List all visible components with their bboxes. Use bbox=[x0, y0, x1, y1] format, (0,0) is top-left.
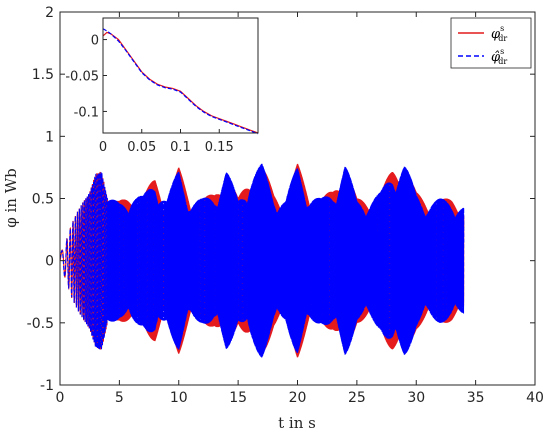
y-tick-label: 0 bbox=[45, 254, 54, 270]
x-tick-label: 5 bbox=[115, 390, 124, 406]
inset-y-tick-label: -0.1 bbox=[74, 105, 99, 120]
y-tick-label: -1 bbox=[40, 378, 54, 394]
legend-label-measured-sup: s bbox=[500, 24, 504, 33]
x-tick-label: 30 bbox=[407, 390, 425, 406]
inset-ticks-group: 0 0.05 0.1 0.15 0 -0.05 -0.1 bbox=[65, 34, 233, 155]
inset-y-tick-label: 0 bbox=[91, 34, 99, 49]
y-tick-label: 2 bbox=[45, 5, 54, 21]
inset-series-line-estimated bbox=[102, 28, 259, 135]
x-tick-label: 25 bbox=[348, 390, 366, 406]
main-series-group bbox=[59, 163, 465, 358]
legend-label-estimated: φ̂s dr bbox=[491, 47, 507, 66]
x-tick-label: 15 bbox=[229, 390, 247, 406]
y-axis-label: φ in Wb bbox=[2, 168, 20, 228]
y-tick-label: -0.5 bbox=[27, 316, 54, 332]
main-ticks-group: 0 5 10 15 20 25 30 35 40 -1 -0.5 0 0.5 1 1.5 2 bbox=[27, 5, 544, 406]
y-tick-label: 1.5 bbox=[32, 67, 54, 83]
inset-x-tick-label: 0 bbox=[99, 140, 107, 155]
inset-series-line-measured bbox=[102, 31, 259, 134]
x-tick-label: 0 bbox=[56, 390, 65, 406]
inset-x-tick-label: 0.05 bbox=[127, 140, 156, 155]
y-tick-label: 0.5 bbox=[32, 192, 54, 208]
series-line-estimated bbox=[59, 163, 465, 358]
inset-x-tick-label: 0.1 bbox=[170, 140, 191, 155]
inset-x-tick-label: 0.15 bbox=[205, 140, 234, 155]
legend-box bbox=[450, 17, 532, 69]
legend-label-measured: φs dr bbox=[491, 24, 507, 43]
inset-y-tick-label: -0.05 bbox=[65, 70, 99, 85]
legend-label-estimated-sup: s bbox=[500, 47, 504, 56]
inset-plot-area: 0 0.05 0.1 0.15 0 -0.05 -0.1 bbox=[65, 17, 259, 155]
legend-label-estimated-symbol: φ̂ bbox=[491, 50, 501, 65]
x-axis-label: t in s bbox=[278, 414, 316, 432]
inset-series-group bbox=[102, 28, 259, 135]
legend-label-measured-sub: dr bbox=[498, 34, 507, 43]
inset-axes-background bbox=[103, 18, 258, 133]
legend-label-estimated-sub: dr bbox=[498, 57, 507, 66]
x-tick-label: 20 bbox=[289, 390, 307, 406]
x-tick-label: 40 bbox=[526, 390, 544, 406]
x-tick-label: 10 bbox=[170, 390, 188, 406]
y-tick-label: 1 bbox=[45, 129, 54, 145]
legend-label-measured-symbol: φ bbox=[491, 27, 501, 42]
x-tick-label: 35 bbox=[467, 390, 485, 406]
legend: φs dr φ̂s dr bbox=[450, 17, 532, 69]
